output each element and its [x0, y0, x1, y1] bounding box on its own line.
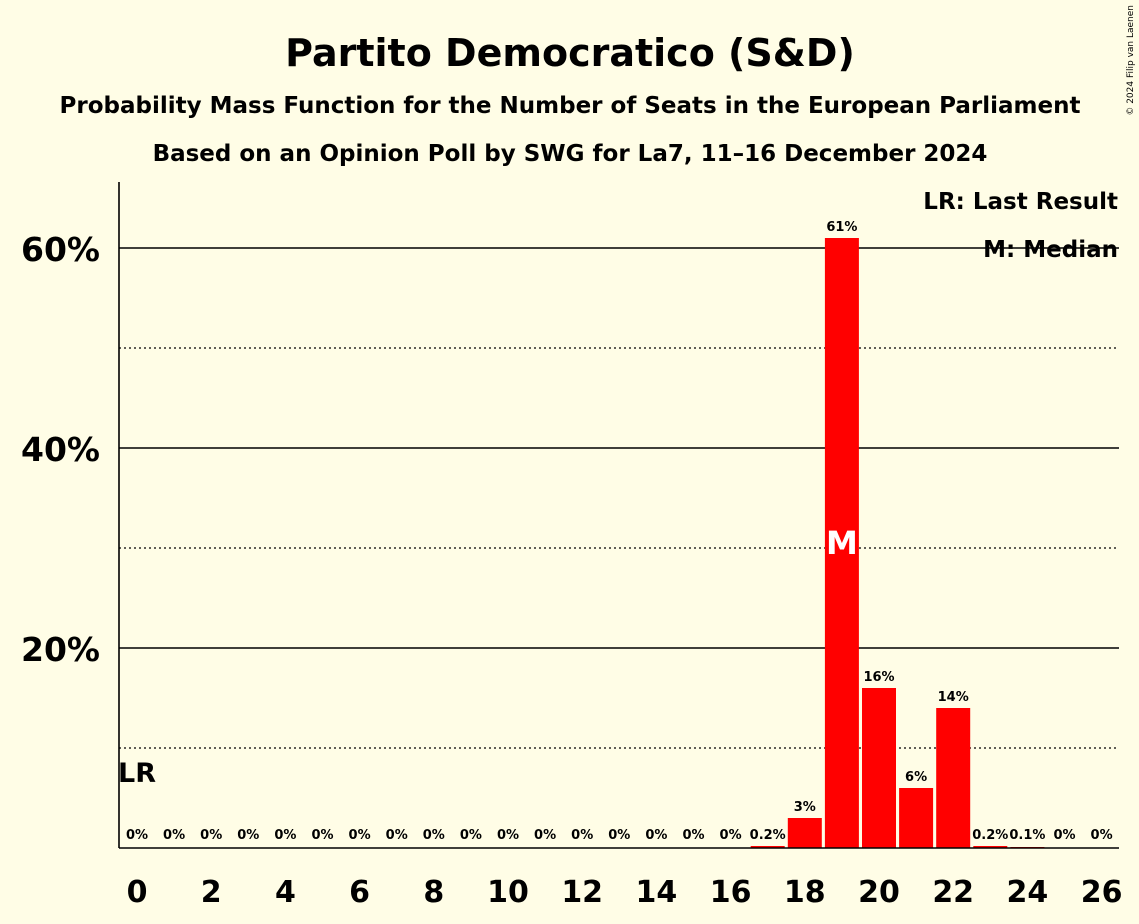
value-label-seat-23: 0.2%	[972, 828, 1008, 843]
chart-subtitle-poll: Based on an Opinion Poll by SWG for La7,…	[153, 141, 988, 167]
bar-seat-22	[936, 708, 971, 848]
x-tick-18: 18	[784, 875, 826, 910]
value-label-seat-11: 0%	[534, 828, 556, 843]
value-label-seat-18: 3%	[794, 800, 816, 815]
x-tick-0: 0	[127, 875, 148, 910]
legend-median: M: Median	[983, 237, 1118, 263]
value-label-seat-7: 0%	[386, 828, 408, 843]
bar-seat-20	[862, 688, 896, 848]
gridlines	[119, 247, 1119, 749]
value-label-seat-25: 0%	[1053, 828, 1075, 843]
value-label-seat-0: 0%	[126, 828, 148, 843]
x-tick-12: 12	[561, 875, 603, 910]
value-label-seat-13: 0%	[608, 828, 630, 843]
bar-seat-18	[787, 818, 822, 848]
value-label-seat-16: 0%	[720, 828, 742, 843]
median-marker: M	[826, 524, 858, 562]
x-tick-26: 26	[1081, 875, 1123, 910]
x-tick-10: 10	[487, 875, 529, 910]
axes	[118, 182, 1119, 849]
value-label-seat-6: 0%	[349, 828, 371, 843]
y-tick-20: 20%	[21, 630, 100, 669]
value-label-seat-26: 0%	[1091, 828, 1113, 843]
value-label-seat-1: 0%	[163, 828, 185, 843]
value-label-seat-9: 0%	[460, 828, 482, 843]
value-label-seat-15: 0%	[682, 828, 704, 843]
x-tick-24: 24	[1007, 875, 1049, 910]
bar-seat-17	[750, 846, 785, 848]
value-label-seat-19: 61%	[826, 220, 857, 235]
value-label-seat-3: 0%	[237, 828, 259, 843]
bar-seat-21	[899, 788, 934, 848]
value-label-seat-4: 0%	[274, 828, 296, 843]
value-label-seat-14: 0%	[645, 828, 667, 843]
x-tick-8: 8	[423, 875, 444, 910]
copyright: © 2024 Filip van Laenen	[1126, 5, 1136, 116]
legend-last-result: LR: Last Result	[923, 189, 1118, 215]
x-tick-22: 22	[932, 875, 974, 910]
bar-seat-19	[824, 238, 859, 848]
value-label-seat-24: 0.1%	[1009, 828, 1045, 843]
x-tick-14: 14	[636, 875, 678, 910]
x-tick-6: 6	[349, 875, 370, 910]
bar-seat-23	[973, 846, 1008, 848]
value-label-seat-2: 0%	[200, 828, 222, 843]
y-tick-labels: 20% 40% 60%	[21, 230, 100, 669]
bars: M	[750, 238, 1045, 848]
y-tick-60: 60%	[21, 230, 100, 269]
x-tick-16: 16	[710, 875, 752, 910]
chart-title: Partito Democratico (S&D)	[285, 31, 855, 75]
y-tick-40: 40%	[21, 430, 100, 469]
value-label-seat-22: 14%	[938, 690, 969, 705]
last-result-marker: LR	[118, 758, 156, 789]
value-label-seat-17: 0.2%	[750, 828, 786, 843]
value-label-seat-5: 0%	[311, 828, 333, 843]
value-label-seat-10: 0%	[497, 828, 519, 843]
value-labels: 0% 0% 0% 0% 0% 0% 0% 0% 0% 0% 0% 0% 0% 0% 0% 0% 0% 0.2% 3%…	[118, 220, 1113, 843]
chart-subtitle: Probability Mass Function for the Number…	[60, 93, 1081, 119]
value-label-seat-21: 6%	[905, 770, 927, 785]
value-label-seat-8: 0%	[423, 828, 445, 843]
x-tick-4: 4	[275, 875, 296, 910]
x-tick-20: 20	[858, 875, 900, 910]
value-label-seat-20: 16%	[863, 670, 894, 685]
x-tick-2: 2	[201, 875, 222, 910]
x-tick-labels: 0 2 4 6 8 10 12 14 16 18 20 22 24 26	[127, 875, 1123, 910]
value-label-seat-12: 0%	[571, 828, 593, 843]
